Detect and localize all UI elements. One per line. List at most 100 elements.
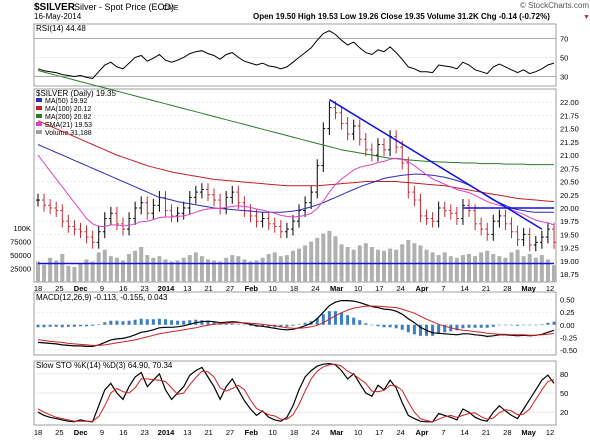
price-bar [272,217,277,233]
macd-histogram-bar [188,320,192,325]
price-bar [212,188,217,207]
x-axis-label: Apr [416,284,429,293]
macd-histogram-bar [497,324,501,326]
volume-bar [436,255,441,282]
price-bar [169,204,174,223]
ma200-line [37,70,554,166]
macd-histogram-bar [346,315,350,325]
ema21-line [37,154,555,227]
sto-d-line [37,363,555,423]
price-bar [290,214,295,236]
watermark: © StockCharts.com [520,1,589,10]
price-bar [199,183,204,199]
macd-histogram-bar [103,322,107,325]
price-bar [539,230,544,249]
macd-histogram-bar [285,324,289,327]
x-axis-label-bottom: 24 [396,428,404,437]
x-axis-label-bottom: 13 [183,428,191,437]
x-axis-label: 17 [375,284,383,293]
price-bar [485,222,490,241]
x-axis-label: 7 [441,284,445,293]
volume-bar [84,259,89,282]
price-bar [181,201,186,220]
chart-title: $SILVER [34,2,76,13]
sto-tick-label: 50 [560,389,568,398]
price-bar [48,198,53,215]
macd-histogram-bar [139,318,143,325]
x-axis-label-bottom: 21 [482,428,490,437]
price-bar [491,214,496,241]
macd-tick-label: -0.25 [560,333,577,342]
macd-histogram-bar [522,324,526,326]
macd-signal-line [37,305,555,346]
x-axis-label-bottom: 25 [55,428,63,437]
macd-tick-label: 0.50 [560,296,575,305]
volume-bar [254,260,259,282]
volume-bar [90,261,95,282]
volume-bar [157,256,162,282]
macd-histogram-bar [546,322,550,325]
macd-panel-frame [33,291,557,356]
volume-bar [485,250,490,282]
volume-bar [467,254,472,282]
x-axis-label-bottom: 14 [460,428,468,437]
x-axis-label-bottom: 18 [290,428,298,437]
macd-histogram-bar [382,324,386,328]
volume-bar [218,261,223,282]
volume-bar [527,254,532,282]
volume-bar [54,260,59,282]
legend-entry: EMA(21) 19.53 [45,122,92,129]
x-axis-label: 24 [396,284,404,293]
price-bar [54,201,59,217]
volume-bar [479,252,484,282]
x-axis-labels: 18 18 25 25 Dec Dec 9 9 16 16 23 23 2014 2014 13 13 21 21… [34,284,554,437]
macd-histogram-bar [540,324,544,325]
volume-bar [42,264,47,282]
price-bar [527,228,532,252]
x-axis-label-bottom: 21 [204,428,212,437]
x-axis-label-bottom: 23 [140,428,148,437]
price-bar [66,214,71,233]
price-tick-label: 21.50 [560,125,579,134]
price-bar [84,225,89,244]
price-tick-label: 19.25 [560,244,579,253]
price-bar [515,225,520,247]
price-bar [145,196,150,220]
price-bar [266,212,271,231]
macd-histogram-bar [303,322,307,325]
price-bar [175,206,180,223]
volume-bar [224,257,229,282]
volume-bar [369,247,374,282]
x-axis-label-bottom: May [521,428,536,437]
volume-bar [60,254,65,282]
volume-bar [169,261,174,282]
macd-histogram-bar [491,324,495,327]
volume-bar [236,256,241,282]
volume-bar [327,230,332,282]
ohlc-readout: Open 19.50 High 19.53 Low 19.26 Close 19… [253,12,550,21]
price-bars [36,101,556,252]
price-bar [497,209,502,228]
indicator-lines [34,30,556,423]
volume-tick-label: 75000 [10,238,31,247]
volume-bar [454,257,459,282]
macd-histogram-bar [455,324,459,331]
legend-swatch [36,106,42,110]
macd-tick-label: 0.00 [560,321,575,330]
macd-histogram-bar [437,324,441,334]
price-bar [424,209,429,225]
volume-bar [412,243,417,282]
macd-histogram-bar [60,324,64,328]
macd-histogram-bar [321,314,325,325]
rsi-label: RSI(14) 44.48 [36,24,86,33]
x-axis-label: 21 [482,284,490,293]
macd-histogram-bar [528,324,532,326]
chart-subtitle: Silver - Spot Price (EOD) [74,2,174,12]
macd-histogram-bar [206,320,210,325]
price-bar [394,130,399,154]
macd-histogram-bar [279,324,283,328]
macd-histogram-bar [400,324,404,330]
volume-bar [72,266,77,282]
volume-bar [66,265,71,282]
